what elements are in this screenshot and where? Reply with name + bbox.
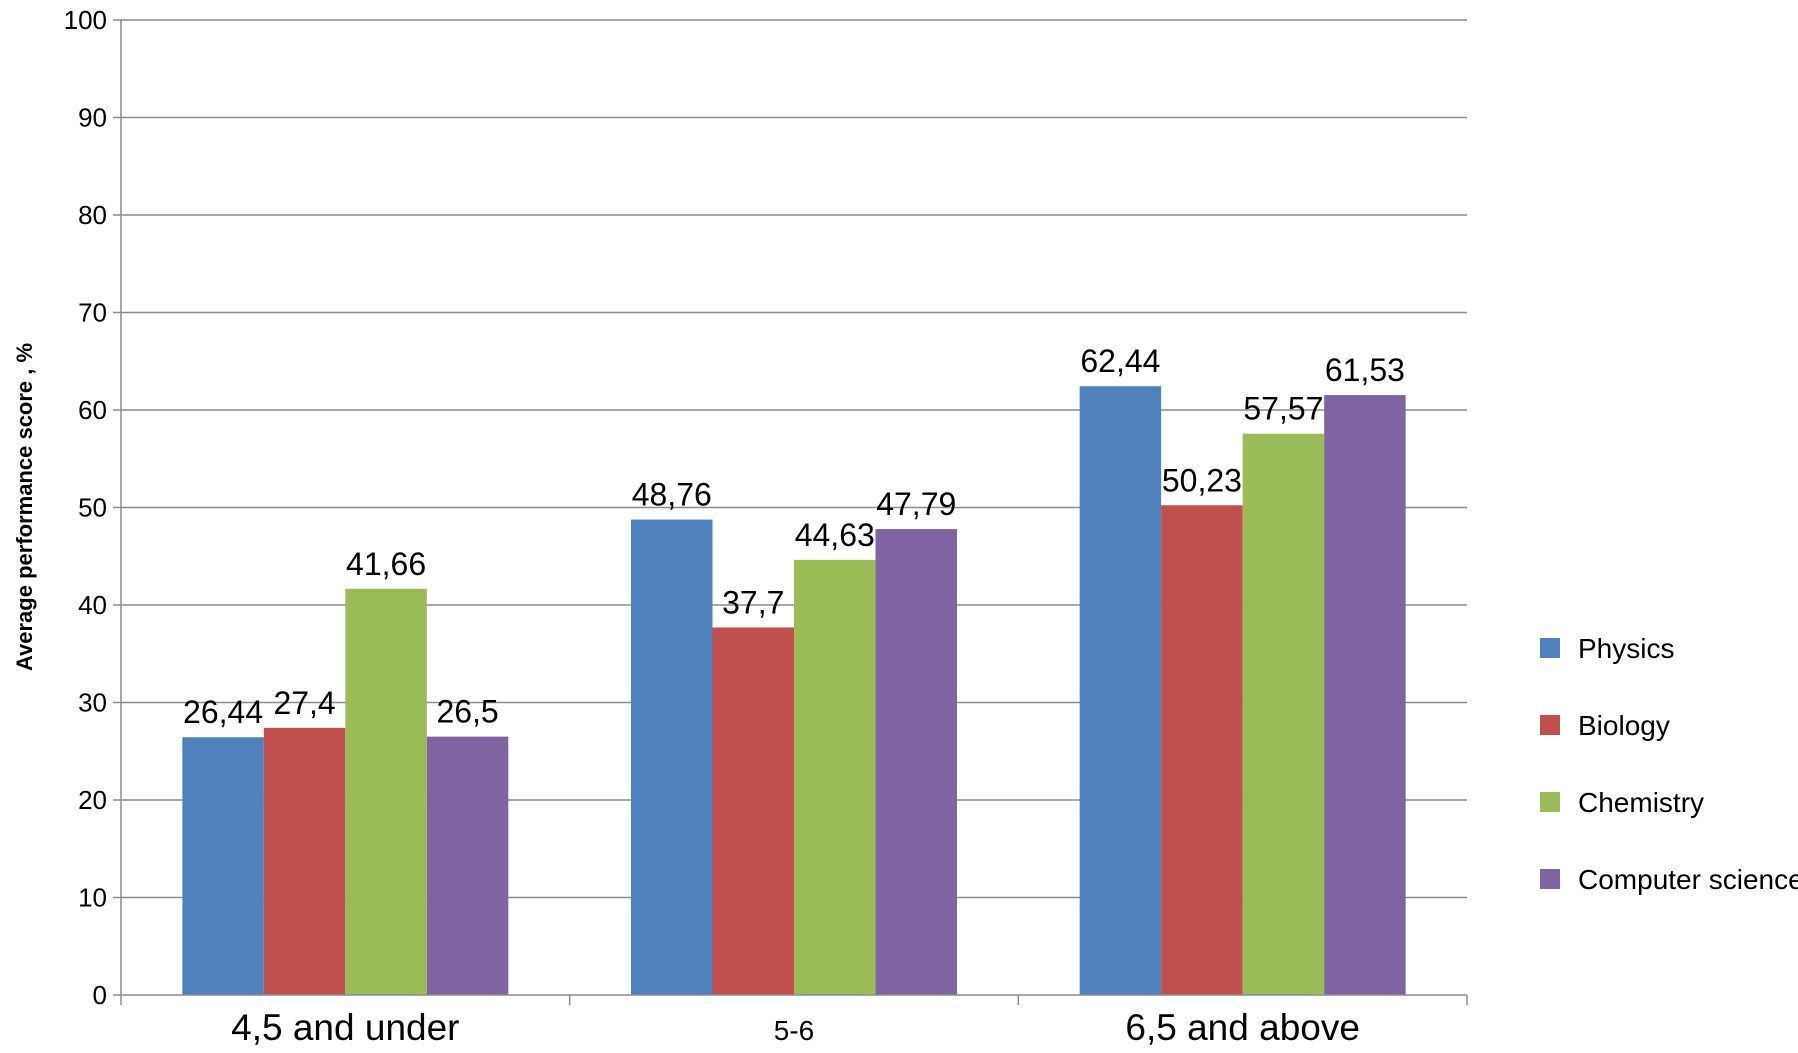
bar-chemistry <box>794 559 876 995</box>
data-label: 27,4 <box>273 685 335 721</box>
y-tick-label: 70 <box>78 298 107 328</box>
legend-label: Physics <box>1578 633 1674 664</box>
data-label: 47,79 <box>876 486 956 522</box>
data-label: 57,57 <box>1243 391 1323 427</box>
legend-swatch <box>1540 869 1560 889</box>
x-axis-category-labels: 4,5 and under 5-6 6,5 and above <box>231 1007 1360 1048</box>
bar-biology <box>1161 505 1243 995</box>
bar-physics <box>1079 386 1162 996</box>
bar-chemistry <box>1242 433 1325 995</box>
legend-label: Computer science <box>1578 864 1798 895</box>
legend-label: Chemistry <box>1578 787 1704 818</box>
x-category-label: 4,5 and under <box>231 1007 459 1048</box>
y-tick-label: 60 <box>78 395 107 425</box>
y-tick-label: 100 <box>64 5 107 35</box>
y-tick-label: 50 <box>78 493 107 523</box>
y-tick-label: 20 <box>78 785 107 815</box>
legend-swatch <box>1540 638 1560 658</box>
data-label: 44,63 <box>795 517 875 553</box>
data-label: 41,66 <box>346 546 426 582</box>
bar-computer-science <box>1324 395 1406 995</box>
x-category-label: 5-6 <box>774 1015 814 1046</box>
bar-chemistry <box>345 588 427 995</box>
data-label: 50,23 <box>1162 462 1242 498</box>
y-tick-label: 0 <box>93 980 107 1010</box>
bar-computer-science <box>426 736 509 995</box>
data-label: 48,76 <box>632 477 712 513</box>
legend-swatch <box>1540 792 1560 812</box>
data-label: 26,5 <box>436 694 498 730</box>
data-label: 26,44 <box>183 694 263 730</box>
y-tick-label: 80 <box>78 200 107 230</box>
y-tick-label: 30 <box>78 688 107 718</box>
y-tick-label: 10 <box>78 883 107 913</box>
bar-biology <box>712 627 794 995</box>
bar-computer-science <box>875 529 957 995</box>
bar-biology <box>263 727 346 995</box>
data-label: 37,7 <box>722 584 784 620</box>
y-axis-ticks: 0 10 20 30 40 50 60 70 80 90 100 <box>64 5 121 1010</box>
bar-physics <box>631 519 713 995</box>
legend: Physics Biology Chemistry Computer science <box>1540 633 1798 895</box>
y-tick-label: 40 <box>78 590 107 620</box>
legend-swatch <box>1540 715 1560 735</box>
x-category-label: 6,5 and above <box>1125 1007 1360 1048</box>
y-tick-label: 90 <box>78 103 107 133</box>
data-label: 62,44 <box>1080 343 1160 379</box>
bars <box>182 386 1406 996</box>
y-axis-title: Average performance score , % <box>12 343 37 671</box>
legend-label: Biology <box>1578 710 1670 741</box>
axes <box>120 20 1468 1005</box>
data-label: 61,53 <box>1325 352 1405 388</box>
bar-physics <box>182 737 264 995</box>
